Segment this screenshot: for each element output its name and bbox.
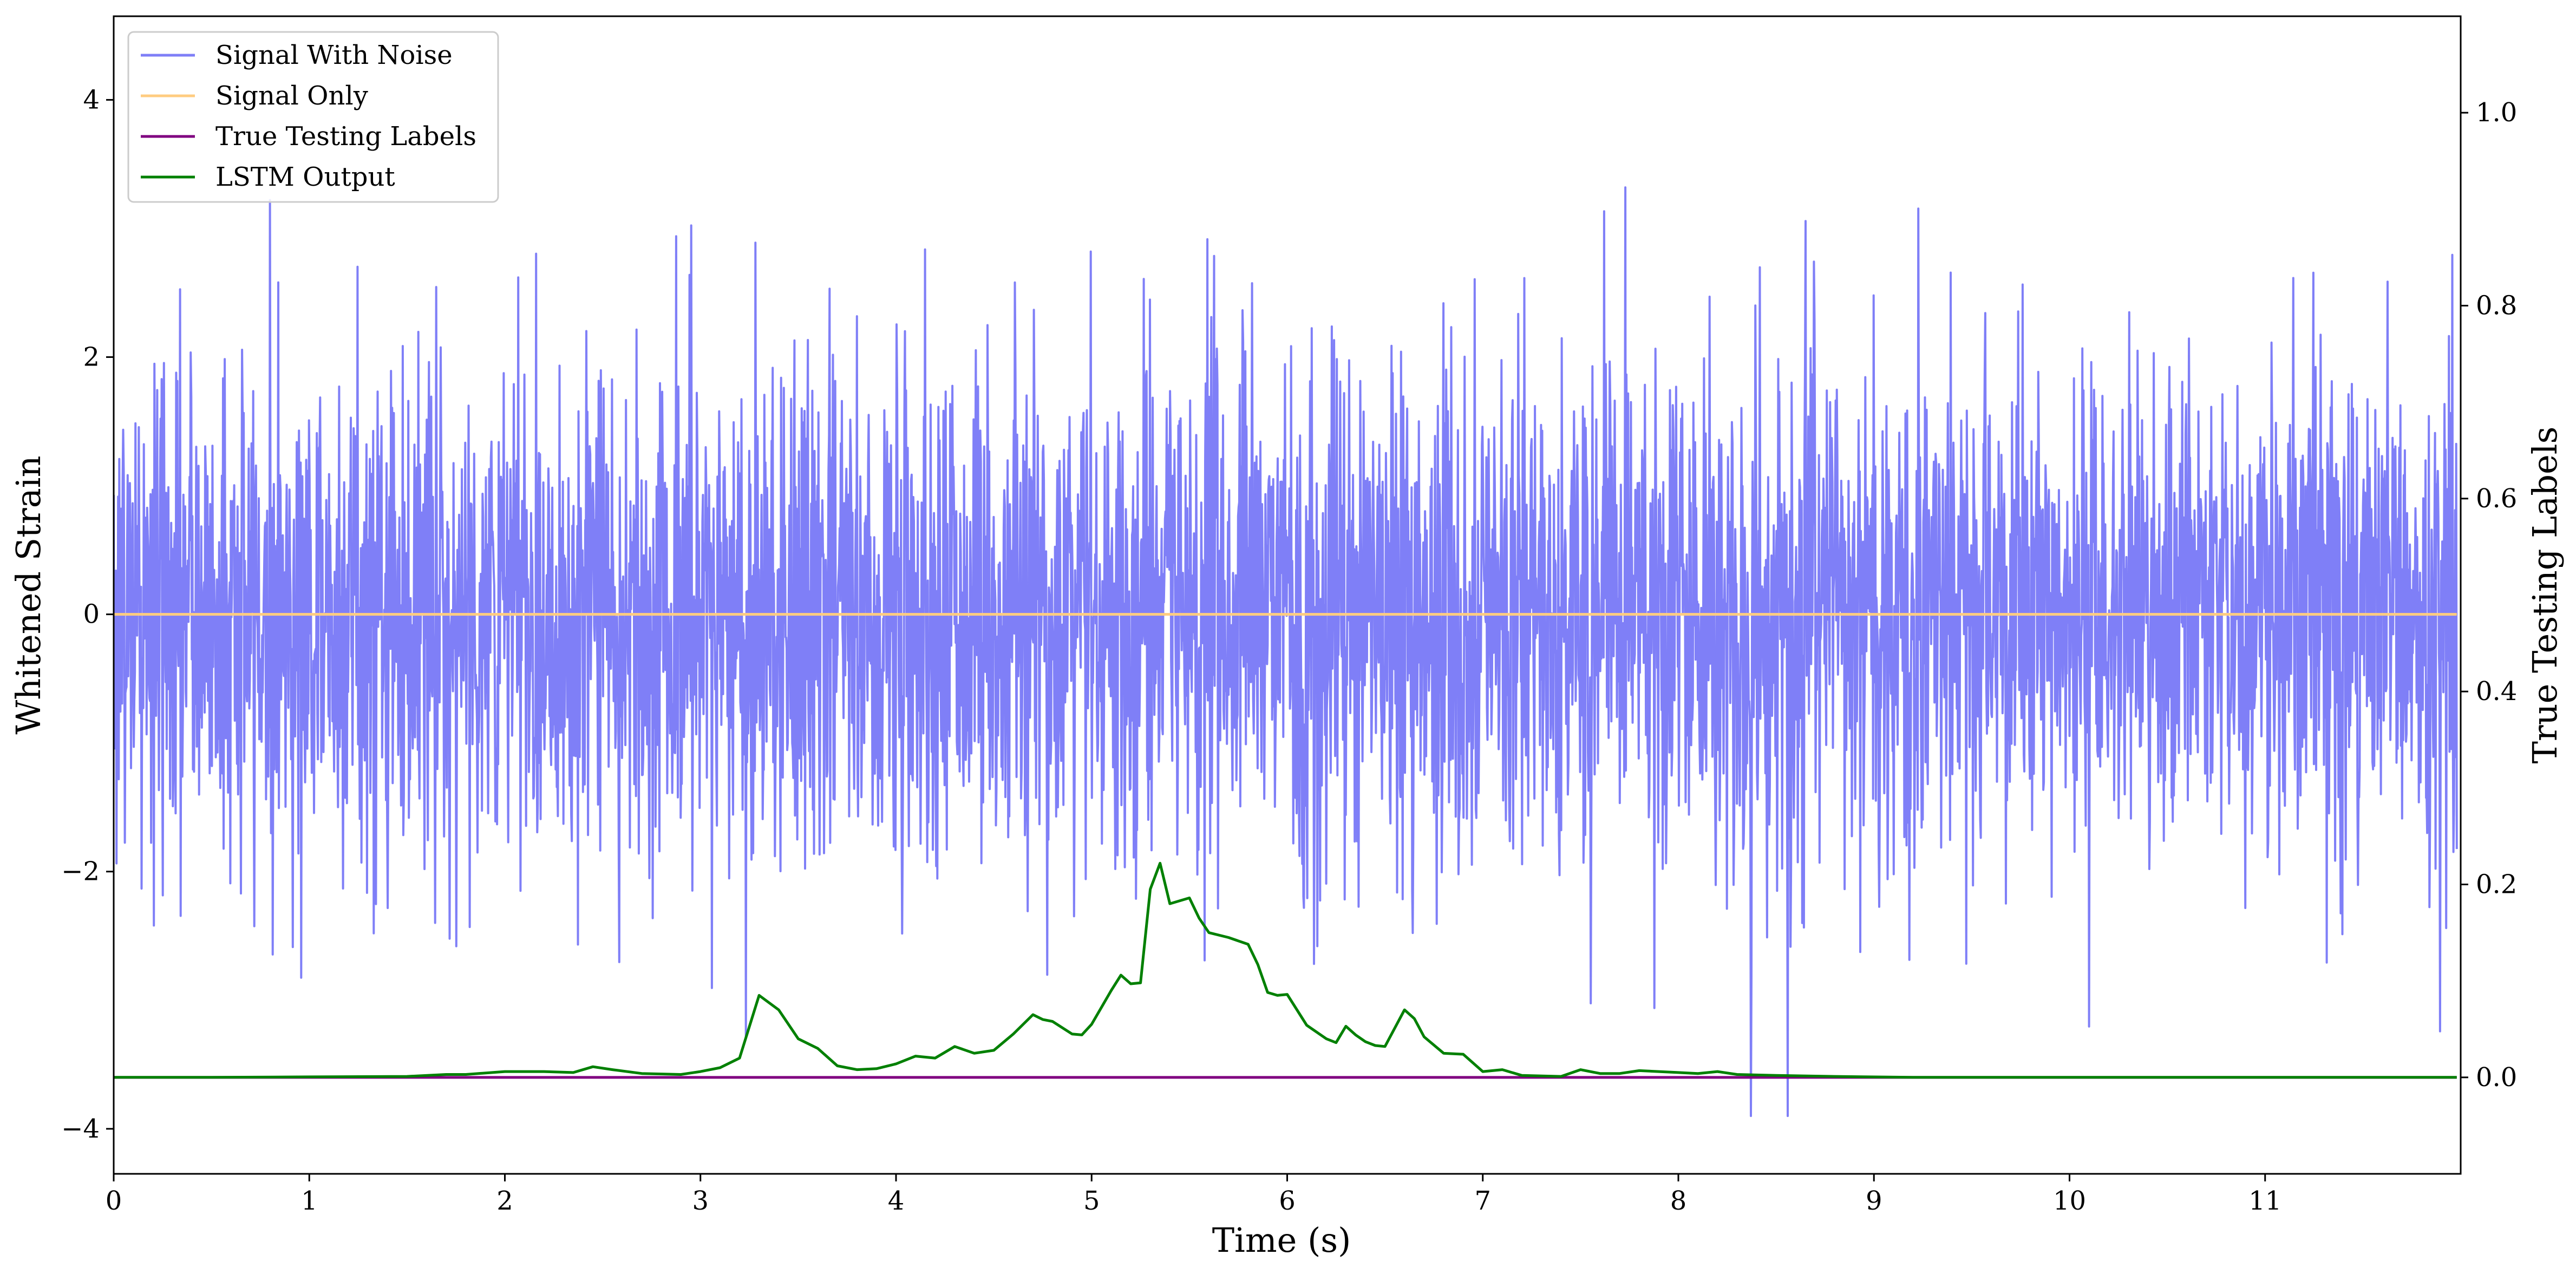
- series-lstm-output: [114, 861, 2457, 1079]
- x-tick-label: 3: [692, 1186, 709, 1216]
- y-axis-right-ticks: 0.0 0.2 0.4 0.6 0.8 1.0: [2461, 97, 2517, 1093]
- x-tick-label: 8: [1670, 1186, 1687, 1216]
- y-left-tick-label: −2: [61, 857, 100, 887]
- x-tick-label: 7: [1474, 1186, 1491, 1216]
- x-tick-label: 6: [1279, 1186, 1296, 1216]
- legend: Signal With Noise Signal Only True Testi…: [127, 31, 499, 203]
- y-left-tick-label: 0: [83, 599, 100, 630]
- x-tick-label: 9: [1866, 1186, 1882, 1216]
- legend-label-signal-with-noise: Signal With Noise: [215, 40, 453, 70]
- plot-area: [114, 186, 2458, 1118]
- x-tick-label: 1: [301, 1186, 318, 1216]
- x-axis-label: Time (s): [1212, 1220, 1351, 1260]
- y-right-tick-label: 1.0: [2476, 97, 2517, 128]
- series-signal-with-noise: [114, 186, 2458, 1118]
- x-tick-label: 2: [496, 1186, 513, 1216]
- y-left-tick-label: 4: [83, 84, 100, 115]
- x-tick-label: 10: [2053, 1186, 2086, 1216]
- legend-label-signal-only: Signal Only: [215, 81, 368, 111]
- y-right-tick-label: 0.6: [2476, 484, 2517, 514]
- x-tick-label: 5: [1083, 1186, 1100, 1216]
- y-left-tick-label: 2: [83, 342, 100, 373]
- y-right-tick-label: 0.0: [2476, 1062, 2517, 1093]
- x-axis-ticks: 0 1 2 3 4 5 6 7 8 9 10 11: [106, 1174, 2281, 1216]
- legend-box: [127, 31, 499, 203]
- legend-label-lstm-output: LSTM Output: [215, 162, 395, 192]
- y-axis-right-label: True Testing Labels: [2525, 427, 2565, 764]
- x-tick-label: 0: [106, 1186, 122, 1216]
- y-right-tick-label: 0.2: [2476, 870, 2517, 900]
- x-tick-label: 11: [2248, 1186, 2281, 1216]
- x-tick-label: 4: [888, 1186, 905, 1216]
- y-axis-left-label: Whitened Strain: [9, 456, 48, 735]
- y-left-tick-label: −4: [61, 1114, 100, 1144]
- y-axis-left-ticks: −4 −2 0 2 4: [61, 84, 114, 1144]
- y-right-tick-label: 0.8: [2476, 291, 2517, 321]
- legend-label-true-testing-labels: True Testing Labels: [215, 121, 476, 152]
- y-right-tick-label: 0.4: [2476, 676, 2517, 707]
